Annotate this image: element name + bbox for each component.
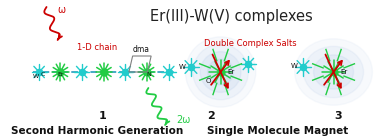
Ellipse shape <box>193 44 248 100</box>
Ellipse shape <box>314 55 353 89</box>
Text: 1: 1 <box>98 111 106 121</box>
Text: Er: Er <box>57 72 64 77</box>
Text: 2: 2 <box>208 111 215 121</box>
Text: Er: Er <box>227 69 234 75</box>
Ellipse shape <box>208 59 234 85</box>
Text: Single Molecule Magnet: Single Molecule Magnet <box>208 126 349 136</box>
Text: C: C <box>40 72 45 77</box>
Ellipse shape <box>295 39 372 105</box>
Text: Second Harmonic Generation: Second Harmonic Generation <box>11 126 184 136</box>
Text: N: N <box>146 72 151 77</box>
Text: 3: 3 <box>335 111 342 121</box>
Text: 2ω: 2ω <box>176 115 191 125</box>
Text: 1-D chain: 1-D chain <box>77 43 118 52</box>
Ellipse shape <box>304 46 364 98</box>
Text: Double Complex Salts: Double Complex Salts <box>204 39 296 48</box>
Ellipse shape <box>185 37 256 107</box>
Text: O: O <box>206 78 211 84</box>
Ellipse shape <box>200 52 241 92</box>
Text: dma: dma <box>132 45 149 54</box>
Text: Er(III)-W(V) complexes: Er(III)-W(V) complexes <box>150 9 313 24</box>
Text: Er: Er <box>340 69 347 75</box>
Text: W: W <box>291 63 298 69</box>
Text: W: W <box>179 64 186 70</box>
Text: W: W <box>33 74 39 79</box>
Text: ω: ω <box>57 5 66 15</box>
